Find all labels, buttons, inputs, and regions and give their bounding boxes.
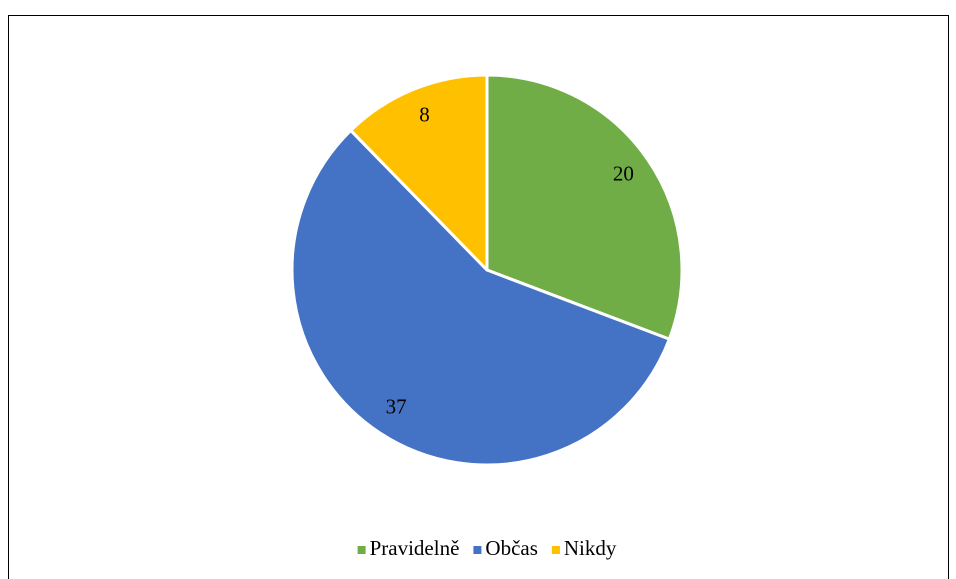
data-label: 8 bbox=[419, 102, 430, 126]
data-label: 20 bbox=[613, 162, 634, 186]
legend-swatch bbox=[357, 546, 366, 554]
pie-slice bbox=[349, 73, 489, 272]
pie-slice bbox=[290, 128, 671, 467]
legend-label: Pravidelně bbox=[370, 536, 460, 560]
legend-label: Občas bbox=[485, 536, 537, 560]
legend-swatch bbox=[551, 546, 560, 554]
legend-label: Nikdy bbox=[564, 536, 617, 560]
data-label: 37 bbox=[386, 394, 407, 418]
pie-slice bbox=[485, 73, 684, 341]
legend-swatch bbox=[473, 546, 482, 554]
